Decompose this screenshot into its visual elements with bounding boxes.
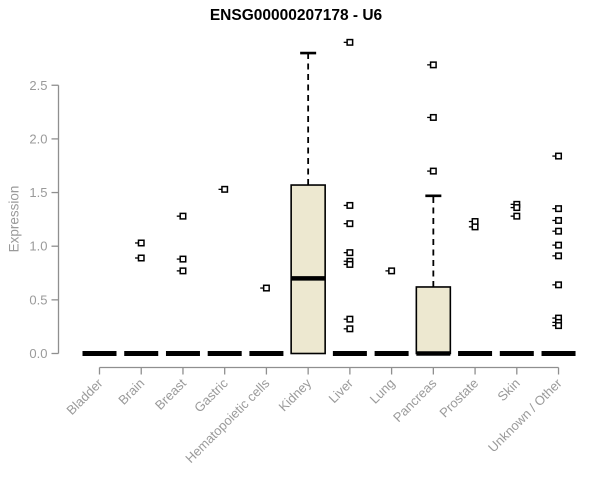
box [290,184,326,355]
collapsed-box [458,351,493,356]
outlier-point [555,322,563,330]
collapsed-box [165,351,200,356]
y-tick-label: 2.0 [29,131,47,146]
y-tick-label: 1.0 [29,239,47,254]
outlier-point [555,152,563,160]
outlier-point [346,201,354,209]
collapsed-box [207,351,242,356]
outlier-point [346,325,354,333]
x-tick-label: Kidney [276,375,315,414]
outlier-point [555,241,563,249]
outlier-point [429,113,437,121]
outlier-point [179,267,187,275]
y-tick-label: 0.5 [29,292,47,307]
x-tick-label: Liver [325,375,356,406]
x-tick-label: Skin [494,376,522,404]
collapsed-box [499,351,534,356]
outlier-point [137,239,145,247]
outlier-point [513,212,521,220]
collapsed-box [124,351,159,356]
x-tick-label: Unknown / Other [485,375,565,455]
outlier-point [429,167,437,175]
outlier-point [137,254,145,262]
outlier-point [513,204,521,212]
outlier-point [179,255,187,263]
collapsed-box [541,351,576,356]
outlier-point [346,315,354,323]
collapsed-box [249,351,284,356]
outlier-point [221,185,229,193]
box [415,286,452,355]
y-tick-label: 0.0 [29,346,47,361]
y-tick-label: 1.5 [29,185,47,200]
collapsed-box [332,351,367,356]
x-tick-label: Prostate [436,376,481,421]
outlier-point [262,284,270,292]
chart-title: ENSG00000207178 - U6 [209,7,383,24]
outlier-point [388,267,396,275]
x-tick-label: Breast [152,375,189,412]
outlier-point [346,249,354,257]
x-tick-label: Pancreas [390,375,440,425]
outlier-point [429,61,437,69]
outlier-point [555,227,563,235]
x-tick-label: Brain [115,376,147,408]
collapsed-box [374,351,409,356]
outlier-point [555,281,563,289]
outlier-point [555,216,563,224]
outlier-point [471,223,479,231]
y-tick-label: 2.5 [29,78,47,93]
collapsed-box [82,351,117,356]
x-tick-label: Lung [367,376,398,407]
outlier-point [346,260,354,268]
x-tick-label: Bladder [63,375,106,418]
outlier-point [555,205,563,213]
outlier-point [346,38,354,46]
x-tick-label: Gastric [191,375,231,415]
outlier-point [346,220,354,228]
outlier-point [555,252,563,260]
outlier-point [179,212,187,220]
